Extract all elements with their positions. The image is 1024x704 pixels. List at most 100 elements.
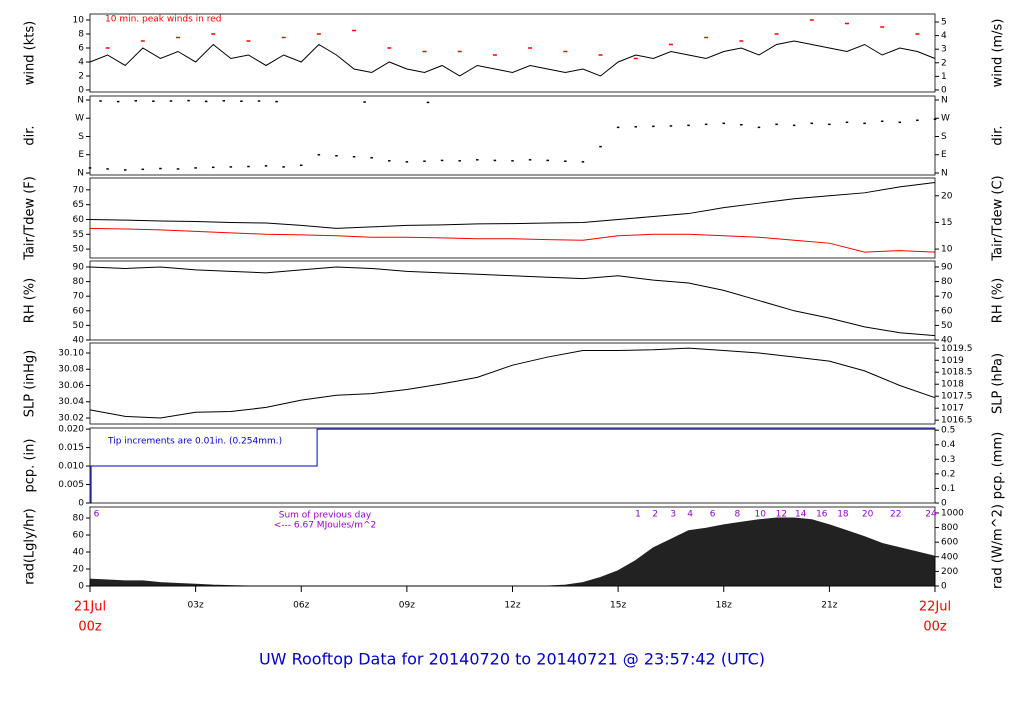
y-tick-label: N [77, 168, 84, 178]
point [476, 159, 479, 161]
point [335, 155, 338, 157]
y2-tick-label: 3 [941, 45, 947, 55]
area [89, 517, 936, 587]
annotation: Tip increments are 0.01in. (0.254mm.) [107, 437, 282, 447]
point [440, 159, 444, 162]
peak-mark [211, 33, 216, 35]
y2-tick-label: 0.4 [941, 440, 956, 450]
peak-mark [281, 36, 286, 39]
y2-tick-label: 1017.5 [941, 392, 973, 402]
y-axis-title: wind (kts) [23, 21, 38, 85]
peak-mark [598, 54, 603, 56]
peak-mark [422, 50, 427, 53]
point [828, 123, 831, 126]
peak-mark [140, 40, 145, 42]
y2-axis-title: SLP (hPa) [991, 353, 1006, 414]
y-tick-label: 10 [73, 16, 85, 26]
point [863, 122, 866, 125]
line [89, 227, 936, 253]
peak-mark [316, 33, 321, 35]
y2-tick-label: 1000 [941, 508, 964, 518]
peak-mark [880, 26, 885, 28]
x-tick-label: 00z [923, 620, 947, 635]
y2-tick-label: N [941, 168, 948, 178]
annotation: <--- 6.67 MJoules/m^2 [274, 521, 376, 531]
y-tick-label: 60 [73, 215, 85, 225]
y2-axis-title: rad (W/m^2) [991, 504, 1006, 589]
hour-mark: 1 [635, 510, 641, 520]
point [264, 165, 268, 167]
y2-tick-label: 1019.5 [941, 344, 973, 354]
line [89, 181, 936, 229]
y-tick-label: 4 [78, 57, 84, 67]
y-tick-label: 0.020 [58, 425, 84, 435]
y-tick-label: W [75, 114, 84, 124]
y2-tick-label: 0 [941, 85, 947, 95]
x-tick-label: 12z [504, 601, 520, 611]
hour-mark: 24 [925, 510, 937, 520]
point [211, 166, 215, 169]
y-tick-label: 0.015 [58, 443, 84, 453]
y-tick-label: 30.08 [58, 365, 84, 375]
point [669, 125, 673, 127]
y2-tick-label: 1018.5 [941, 368, 973, 378]
y-tick-label: 40 [73, 336, 85, 346]
y-tick-label: 50 [73, 321, 85, 331]
peak-mark [809, 19, 814, 21]
y-tick-label: 2 [78, 71, 84, 81]
y2-tick-label: 1016.5 [941, 416, 973, 426]
point [898, 121, 902, 124]
peak-mark [176, 36, 181, 39]
hour-mark: 6 [94, 510, 100, 520]
annotation: Sum of previous day [279, 511, 372, 521]
y-tick-label: 6 [78, 43, 84, 53]
y2-tick-label: 0.3 [941, 455, 955, 465]
point [458, 160, 461, 162]
peak-mark [457, 50, 462, 53]
peak-mark [105, 47, 110, 49]
x-tick-label: 21z [821, 601, 837, 611]
y-tick-label: 30.04 [58, 397, 84, 407]
line [89, 347, 936, 419]
y2-tick-label: 1019 [941, 356, 964, 366]
y2-tick-label: 0.2 [941, 469, 955, 479]
y2-tick-label: 15 [941, 218, 952, 228]
y-tick-label: 60 [73, 306, 85, 316]
point [740, 123, 743, 126]
y-tick-label: 90 [73, 262, 85, 272]
hour-mark: 18 [837, 510, 849, 520]
y2-tick-label: 0.1 [941, 484, 955, 494]
point [581, 161, 585, 163]
y2-tick-label: 70 [941, 292, 953, 302]
panel-frame [89, 177, 936, 259]
point [370, 157, 373, 159]
y2-tick-label: 90 [941, 262, 953, 272]
point [880, 120, 884, 123]
x-tick-label: 21Jul [74, 600, 106, 615]
panel-frame [89, 13, 936, 93]
y-tick-label: 0 [78, 85, 84, 95]
y-tick-label: 60 [73, 531, 85, 541]
peak-mark [352, 29, 357, 32]
x-tick-label: 15z [610, 601, 626, 611]
point [116, 100, 120, 103]
point [317, 153, 321, 156]
point [257, 100, 261, 102]
line [89, 266, 936, 337]
point [204, 100, 208, 103]
y-tick-label: 8 [78, 30, 84, 40]
point [247, 165, 250, 168]
y-tick-label: 30.06 [58, 381, 84, 391]
y-tick-label: 65 [73, 200, 84, 210]
y-tick-label: 55 [73, 230, 84, 240]
point [423, 160, 426, 162]
y-tick-label: 20 [73, 565, 85, 575]
y2-tick-label: 1017 [941, 404, 964, 414]
point [616, 126, 620, 129]
peak-mark [704, 36, 709, 39]
x-tick-label: 22Jul [919, 600, 951, 615]
point [564, 160, 567, 162]
peak-mark [387, 47, 392, 49]
panel-frame [89, 95, 936, 176]
